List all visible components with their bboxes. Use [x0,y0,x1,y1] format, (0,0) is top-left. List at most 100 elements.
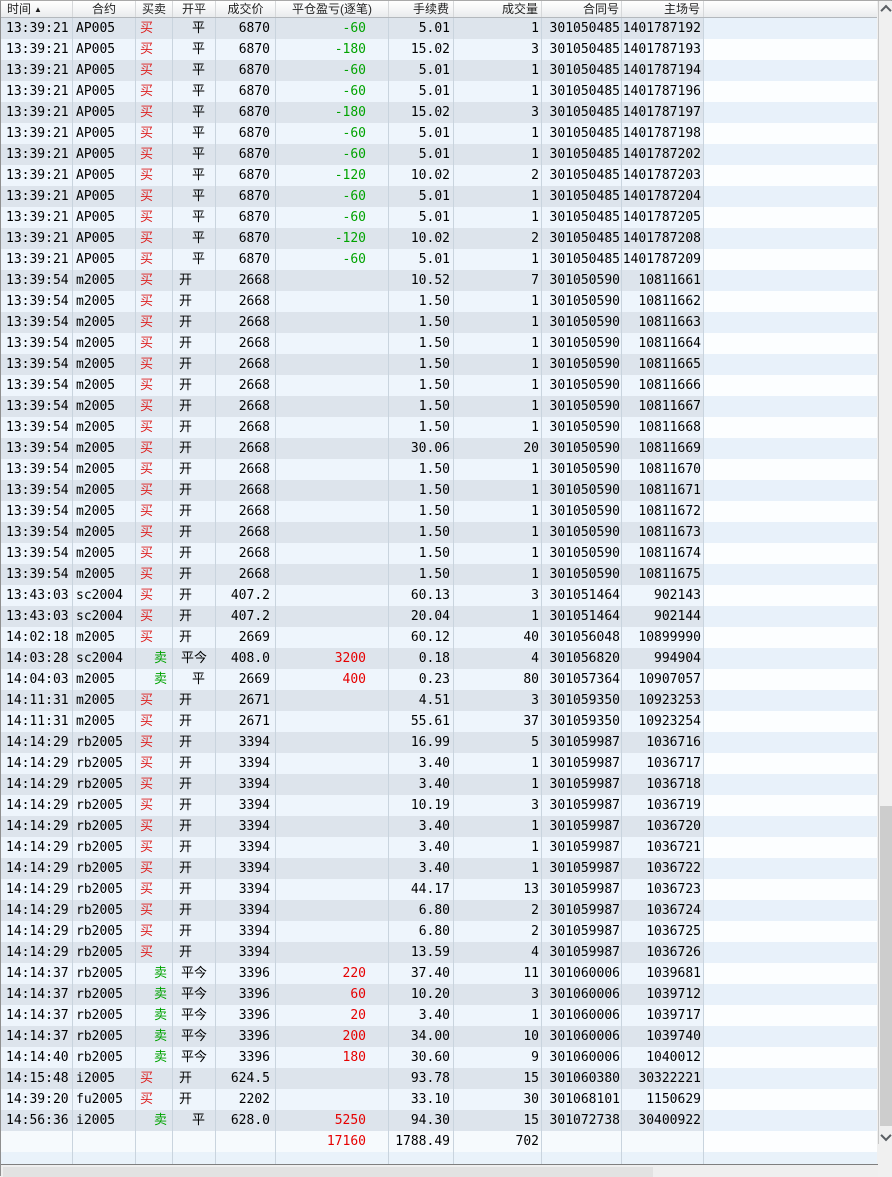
time-cell: 13:39:21 [1,165,73,186]
table-row[interactable]: 13:39:21 AP005 买 平 6870 -60 5.01 1 30105… [1,186,877,207]
column-header-main-no[interactable]: 主场号 [622,1,704,17]
table-row[interactable]: 13:39:54 m2005 买 开 2668 1.50 1 301050590… [1,375,877,396]
buy-sell-cell: 买 [136,816,173,837]
price-cell: 2668 [216,501,276,522]
table-row[interactable]: 14:39:20 fu2005 买 开 2202 33.10 30 301068… [1,1089,877,1110]
column-header-fee[interactable]: 手续费 [389,1,454,17]
table-row[interactable]: 13:39:54 m2005 买 开 2668 10.52 7 30105059… [1,270,877,291]
column-header-open-close[interactable]: 开平 [173,1,216,17]
column-header-price[interactable]: 成交价 [216,1,276,17]
vertical-scrollbar[interactable] [878,1,892,1144]
table-row[interactable]: 13:39:21 AP005 买 平 6870 -180 15.02 3 301… [1,39,877,60]
table-row[interactable]: 13:39:54 m2005 买 开 2668 30.06 20 3010505… [1,438,877,459]
main-no-cell: 10811670 [622,459,704,480]
table-row[interactable]: 13:39:21 AP005 买 平 6870 -120 10.02 2 301… [1,228,877,249]
horizontal-scrollbar[interactable] [1,1164,878,1177]
vertical-scrollbar-thumb[interactable] [880,806,892,1126]
table-row[interactable]: 13:39:21 AP005 买 平 6870 -60 5.01 1 30105… [1,144,877,165]
table-row[interactable]: 14:14:29 rb2005 买 开 3394 13.59 4 3010599… [1,942,877,963]
volume-cell: 3 [454,984,542,1005]
row-filler [704,396,877,417]
table-row[interactable]: 13:39:21 AP005 买 平 6870 -180 15.02 3 301… [1,102,877,123]
table-row[interactable]: 14:04:03 m2005 卖 平 2669 400 0.23 80 3010… [1,669,877,690]
table-row[interactable]: 13:39:54 m2005 买 开 2668 1.50 1 301050590… [1,396,877,417]
table-row[interactable]: 14:11:31 m2005 买 开 2671 55.61 37 3010593… [1,711,877,732]
table-row[interactable]: 14:03:28 sc2004 卖 平今 408.0 3200 0.18 4 3… [1,648,877,669]
open-close-cell: 开 [173,396,216,417]
table-row[interactable]: 13:39:21 AP005 买 平 6870 -60 5.01 1 30105… [1,207,877,228]
table-row[interactable]: 14:14:37 rb2005 卖 平今 3396 200 34.00 10 3… [1,1026,877,1047]
table-row[interactable]: 13:39:21 AP005 买 平 6870 -60 5.01 1 30105… [1,81,877,102]
volume-cell: 1 [454,606,542,627]
table-row[interactable]: 14:14:29 rb2005 买 开 3394 3.40 1 30105998… [1,774,877,795]
table-row[interactable]: 14:14:37 rb2005 卖 平今 3396 60 10.20 3 301… [1,984,877,1005]
contract-cell: rb2005 [73,774,136,795]
column-header-contract[interactable]: 合约 [73,1,136,17]
totals-pnl-value: 17160 [276,1131,389,1152]
table-row[interactable]: 13:39:54 m2005 买 开 2668 1.50 1 301050590… [1,480,877,501]
table-row[interactable]: 13:39:54 m2005 买 开 2668 1.50 1 301050590… [1,522,877,543]
table-row[interactable]: 13:39:54 m2005 买 开 2668 1.50 1 301050590… [1,564,877,585]
time-cell: 13:39:54 [1,459,73,480]
table-row[interactable]: 14:15:48 i2005 买 开 624.5 93.78 15 301060… [1,1068,877,1089]
table-row[interactable]: 14:14:29 rb2005 买 开 3394 3.40 1 30105998… [1,816,877,837]
table-row[interactable]: 13:39:21 AP005 买 平 6870 -60 5.01 1 30105… [1,249,877,270]
column-header-pnl[interactable]: 平仓盈亏(逐笔) [276,1,389,17]
open-close-cell: 平 [173,81,216,102]
table-row[interactable]: 13:39:54 m2005 买 开 2668 1.50 1 301050590… [1,291,877,312]
table-row[interactable]: 13:39:54 m2005 买 开 2668 1.50 1 301050590… [1,312,877,333]
contract-cell: AP005 [73,249,136,270]
time-cell: 13:39:21 [1,144,73,165]
fee-cell: 10.19 [389,795,454,816]
column-header-volume[interactable]: 成交量 [454,1,542,17]
table-row[interactable]: 14:14:37 rb2005 卖 平今 3396 220 37.40 11 3… [1,963,877,984]
price-cell: 3394 [216,942,276,963]
column-header-time[interactable]: 时间 ▲ [1,1,73,17]
table-row[interactable]: 13:39:54 m2005 买 开 2668 1.50 1 301050590… [1,333,877,354]
table-row[interactable]: 13:39:21 AP005 买 平 6870 -60 5.01 1 30105… [1,123,877,144]
table-row[interactable]: 13:39:21 AP005 买 平 6870 -120 10.02 2 301… [1,165,877,186]
time-cell: 13:39:21 [1,18,73,39]
table-row[interactable]: 14:02:18 m2005 买 开 2669 60.12 40 3010560… [1,627,877,648]
pnl-cell [276,543,389,564]
order-no-cell: 301056820 [542,648,622,669]
table-row[interactable]: 14:14:37 rb2005 卖 平今 3396 20 3.40 1 3010… [1,1005,877,1026]
totals-order-no-cell [542,1131,622,1152]
time-cell: 13:39:54 [1,417,73,438]
table-row[interactable]: 13:39:21 AP005 买 平 6870 -60 5.01 1 30105… [1,18,877,39]
table-row[interactable]: 13:39:54 m2005 买 开 2668 1.50 1 301050590… [1,459,877,480]
table-row[interactable]: 13:39:54 m2005 买 开 2668 1.50 1 301050590… [1,417,877,438]
fee-cell: 6.80 [389,921,454,942]
pnl-cell [276,690,389,711]
table-row[interactable]: 14:14:29 rb2005 买 开 3394 6.80 2 30105998… [1,921,877,942]
table-row[interactable]: 13:39:54 m2005 买 开 2668 1.50 1 301050590… [1,501,877,522]
order-no-cell: 301059987 [542,732,622,753]
horizontal-scrollbar-thumb[interactable] [3,1167,653,1177]
contract-cell: AP005 [73,18,136,39]
table-row[interactable]: 14:14:40 rb2005 卖 平今 3396 180 30.60 9 30… [1,1047,877,1068]
table-row[interactable]: 13:43:03 sc2004 买 开 407.2 20.04 1 301051… [1,606,877,627]
open-close-cell: 平今 [173,1047,216,1068]
table-row[interactable]: 14:14:29 rb2005 买 开 3394 3.40 1 30105998… [1,858,877,879]
order-no-cell: 301050485 [542,228,622,249]
table-row[interactable]: 14:14:29 rb2005 买 开 3394 6.80 2 30105998… [1,900,877,921]
main-no-cell: 1039712 [622,984,704,1005]
scroll-down-button[interactable] [879,1129,892,1144]
table-row[interactable]: 14:14:29 rb2005 买 开 3394 3.40 1 30105998… [1,753,877,774]
table-row[interactable]: 14:14:29 rb2005 买 开 3394 3.40 1 30105998… [1,837,877,858]
table-row[interactable]: 13:39:54 m2005 买 开 2668 1.50 1 301050590… [1,543,877,564]
order-no-cell: 301059987 [542,753,622,774]
table-row[interactable]: 14:14:29 rb2005 买 开 3394 10.19 3 3010599… [1,795,877,816]
table-row[interactable]: 13:39:54 m2005 买 开 2668 1.50 1 301050590… [1,354,877,375]
contract-cell: m2005 [73,627,136,648]
table-row[interactable]: 14:11:31 m2005 买 开 2671 4.51 3 301059350… [1,690,877,711]
table-row[interactable]: 14:56:36 i2005 卖 平 628.0 5250 94.30 15 3… [1,1110,877,1131]
table-row[interactable]: 13:43:03 sc2004 买 开 407.2 60.13 3 301051… [1,585,877,606]
column-header-order-no[interactable]: 合同号 [542,1,622,17]
table-row[interactable]: 14:14:29 rb2005 买 开 3394 16.99 5 3010599… [1,732,877,753]
scroll-up-button[interactable] [879,1,892,16]
table-row[interactable]: 13:39:21 AP005 买 平 6870 -60 5.01 1 30105… [1,60,877,81]
contract-cell: m2005 [73,543,136,564]
column-header-buy-sell[interactable]: 买卖 [136,1,173,17]
table-row[interactable]: 14:14:29 rb2005 买 开 3394 44.17 13 301059… [1,879,877,900]
